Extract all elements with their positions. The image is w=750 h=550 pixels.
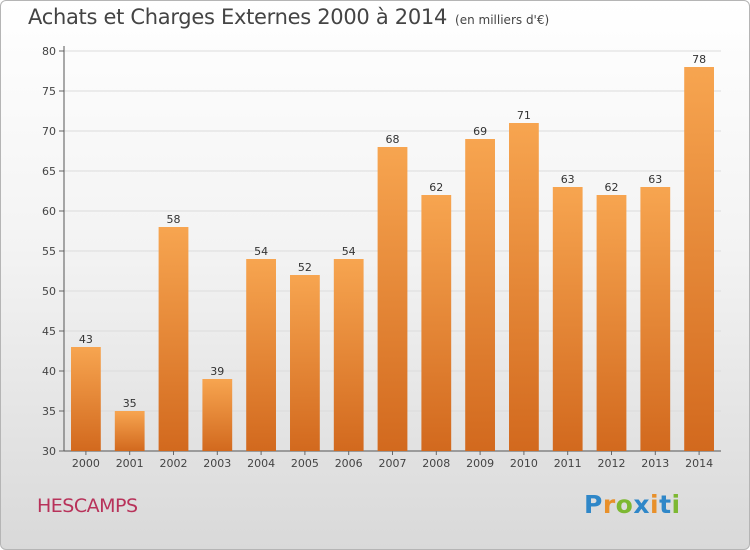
logo-letter: i bbox=[650, 490, 660, 519]
bar-2001 bbox=[114, 411, 145, 451]
value-label: 78 bbox=[692, 53, 706, 66]
y-tick-label: 70 bbox=[42, 125, 56, 138]
bar-2007 bbox=[377, 147, 408, 451]
value-label: 39 bbox=[210, 365, 224, 378]
value-label: 68 bbox=[386, 133, 400, 146]
y-tick-label: 80 bbox=[42, 45, 56, 58]
x-tick-label: 2004 bbox=[247, 457, 275, 470]
value-label: 63 bbox=[561, 173, 575, 186]
x-tick-label: 2011 bbox=[554, 457, 582, 470]
city-name: HESCAMPS bbox=[37, 495, 138, 517]
logo-letter: o bbox=[615, 490, 634, 519]
x-tick-label: 2008 bbox=[422, 457, 450, 470]
y-tick-label: 50 bbox=[42, 285, 56, 298]
value-label: 43 bbox=[79, 333, 93, 346]
logo-letter: x bbox=[633, 490, 650, 519]
x-tick-label: 2009 bbox=[466, 457, 494, 470]
value-label: 35 bbox=[123, 397, 137, 410]
chart-unit-note: (en milliers d'€) bbox=[455, 13, 550, 27]
y-tick-label: 55 bbox=[42, 245, 56, 258]
x-tick-label: 2006 bbox=[335, 457, 363, 470]
value-label: 62 bbox=[429, 181, 443, 194]
value-label: 71 bbox=[517, 109, 531, 122]
bar-2011 bbox=[552, 187, 583, 451]
x-tick-label: 2003 bbox=[203, 457, 231, 470]
bar-2004 bbox=[246, 259, 276, 451]
bar-2009 bbox=[465, 139, 495, 451]
value-label: 58 bbox=[167, 213, 181, 226]
bars: 43 35 58 39 54 52 54 68 62 69 71 63 62 63 78 bbox=[71, 53, 714, 451]
logo-letter: P bbox=[584, 490, 603, 519]
value-label: 54 bbox=[254, 245, 268, 258]
bar-2010 bbox=[509, 123, 539, 451]
title-row: Achats et Charges Externes 2000 à 2014 (e… bbox=[28, 5, 549, 29]
proxiti-logo: Proxiti bbox=[584, 490, 681, 519]
x-tick-label: 2007 bbox=[379, 457, 407, 470]
value-label: 69 bbox=[473, 125, 487, 138]
x-tick-label: 2014 bbox=[685, 457, 713, 470]
y-tick-label: 40 bbox=[42, 365, 56, 378]
x-tick-label: 2000 bbox=[72, 457, 100, 470]
x-tick-label: 2013 bbox=[641, 457, 669, 470]
logo-letter: t bbox=[659, 490, 672, 519]
bar-2013 bbox=[640, 187, 671, 451]
x-tick-label: 2002 bbox=[160, 457, 188, 470]
x-tick-label: 2001 bbox=[116, 457, 144, 470]
bar-2000 bbox=[71, 347, 101, 451]
bar-2012 bbox=[596, 195, 627, 451]
bar-2002 bbox=[158, 227, 189, 451]
value-label: 63 bbox=[648, 173, 662, 186]
value-label: 62 bbox=[605, 181, 619, 194]
y-tick-label: 45 bbox=[42, 325, 56, 338]
value-label: 54 bbox=[342, 245, 356, 258]
bar-2014 bbox=[684, 67, 714, 451]
bar-2003 bbox=[202, 379, 233, 451]
x-tick-label: 2010 bbox=[510, 457, 538, 470]
y-tick-label: 65 bbox=[42, 165, 56, 178]
y-tick-label: 60 bbox=[42, 205, 56, 218]
bar-2006 bbox=[333, 259, 364, 451]
y-tick-label: 75 bbox=[42, 85, 56, 98]
bar-2005 bbox=[290, 275, 320, 451]
x-tick-label: 2012 bbox=[598, 457, 626, 470]
x-tick-label: 2005 bbox=[291, 457, 319, 470]
y-tick-label: 30 bbox=[42, 445, 56, 458]
value-label: 52 bbox=[298, 261, 312, 274]
chart-title: Achats et Charges Externes 2000 à 2014 bbox=[28, 5, 448, 29]
y-tick-label: 35 bbox=[42, 405, 56, 418]
bar-2008 bbox=[421, 195, 452, 451]
logo-letter: r bbox=[602, 490, 616, 519]
logo-letter: i bbox=[671, 490, 681, 519]
